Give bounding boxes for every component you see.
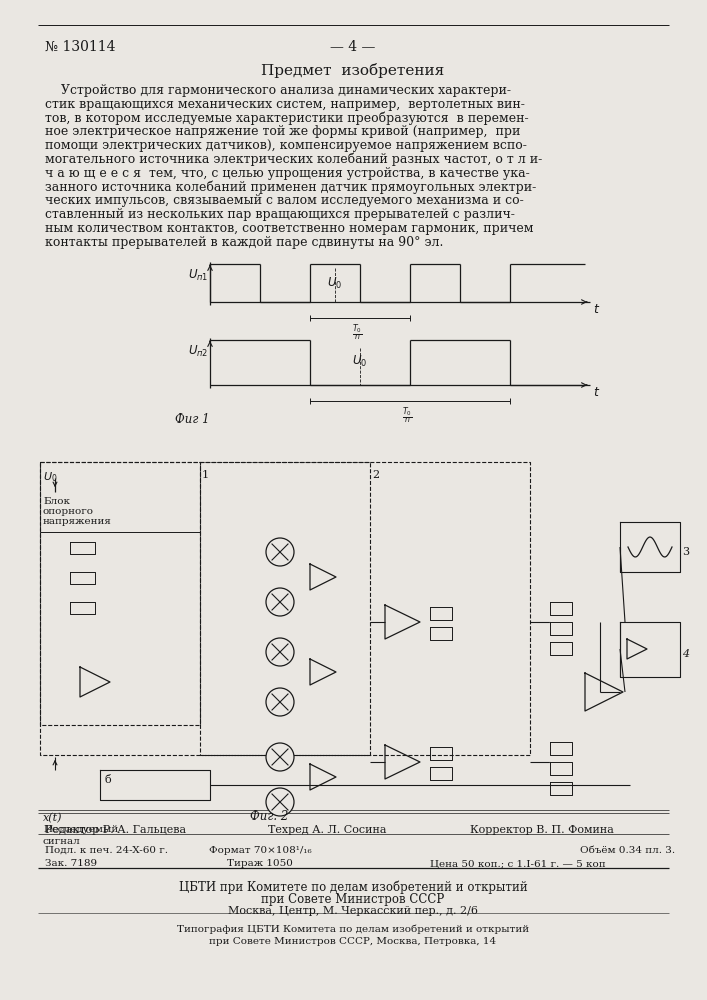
Circle shape bbox=[266, 538, 294, 566]
Text: могательного источника электрических колебаний разных частот, о т л и-: могательного источника электрических кол… bbox=[45, 153, 542, 166]
Text: x(t): x(t) bbox=[43, 813, 62, 823]
Text: Формат 70×108¹/₁₆: Формат 70×108¹/₁₆ bbox=[209, 846, 311, 855]
Text: стик вращающихся механических систем, например,  вертолетных вин-: стик вращающихся механических систем, на… bbox=[45, 98, 525, 111]
Text: ЦБТИ при Комитете по делам изобретений и открытий: ЦБТИ при Комитете по делам изобретений и… bbox=[179, 880, 527, 894]
Text: 2: 2 bbox=[372, 470, 379, 480]
Text: при Совете Министров СССР: при Совете Министров СССР bbox=[262, 893, 445, 906]
Polygon shape bbox=[310, 564, 336, 590]
Text: $t$: $t$ bbox=[593, 303, 600, 316]
Text: $t$: $t$ bbox=[593, 386, 600, 399]
Polygon shape bbox=[430, 627, 452, 640]
Polygon shape bbox=[550, 602, 572, 615]
Text: сигнал: сигнал bbox=[43, 837, 81, 846]
Text: $U_0$: $U_0$ bbox=[327, 276, 342, 291]
Polygon shape bbox=[385, 605, 420, 639]
Polygon shape bbox=[620, 622, 680, 677]
Text: $U_0$: $U_0$ bbox=[43, 470, 57, 484]
Text: 3: 3 bbox=[682, 547, 689, 557]
Text: Предмет  изобретения: Предмет изобретения bbox=[262, 63, 445, 78]
Polygon shape bbox=[550, 782, 572, 795]
Polygon shape bbox=[385, 745, 420, 779]
Text: Исследуемый: Исследуемый bbox=[43, 825, 118, 834]
Text: $U_{п1}$: $U_{п1}$ bbox=[188, 268, 209, 283]
Text: напряжения: напряжения bbox=[43, 517, 112, 526]
Text: $U_0$: $U_0$ bbox=[352, 354, 367, 369]
Text: Фиг 1: Фиг 1 bbox=[175, 413, 209, 426]
Text: № 130114: № 130114 bbox=[45, 40, 115, 54]
Polygon shape bbox=[80, 667, 110, 697]
Text: Тираж 1050: Тираж 1050 bbox=[227, 859, 293, 868]
Polygon shape bbox=[550, 742, 572, 755]
Polygon shape bbox=[310, 659, 336, 685]
Polygon shape bbox=[70, 572, 95, 584]
Polygon shape bbox=[550, 762, 572, 775]
Circle shape bbox=[266, 788, 294, 816]
Polygon shape bbox=[100, 770, 210, 800]
Circle shape bbox=[266, 638, 294, 666]
Polygon shape bbox=[70, 602, 95, 614]
Text: ческих импульсов, связываемый с валом исследуемого механизма и со-: ческих импульсов, связываемый с валом ис… bbox=[45, 194, 524, 207]
Text: Зак. 7189: Зак. 7189 bbox=[45, 859, 97, 868]
Text: ное электрическое напряжение той же формы кривой (например,  при: ное электрическое напряжение той же форм… bbox=[45, 125, 520, 138]
Text: — 4 —: — 4 — bbox=[330, 40, 375, 54]
Text: Подл. к печ. 24-X-60 г.: Подл. к печ. 24-X-60 г. bbox=[45, 846, 168, 855]
Text: контакты прерывателей в каждой паре сдвинуты на 90° эл.: контакты прерывателей в каждой паре сдви… bbox=[45, 236, 443, 249]
Polygon shape bbox=[70, 542, 95, 554]
Polygon shape bbox=[627, 639, 647, 659]
Text: ч а ю щ е е с я  тем, что, с целью упрощения устройства, в качестве ука-: ч а ю щ е е с я тем, что, с целью упроще… bbox=[45, 167, 530, 180]
Text: ным количеством контактов, соответственно номерам гармоник, причем: ным количеством контактов, соответственн… bbox=[45, 222, 534, 235]
Polygon shape bbox=[550, 622, 572, 635]
Circle shape bbox=[266, 588, 294, 616]
Text: занного источника колебаний применен датчик прямоугольных электри-: занного источника колебаний применен дат… bbox=[45, 181, 536, 194]
Text: 4: 4 bbox=[682, 649, 689, 659]
Text: б: б bbox=[105, 775, 112, 785]
Text: $U_{п2}$: $U_{п2}$ bbox=[188, 344, 209, 359]
Circle shape bbox=[266, 743, 294, 771]
Text: Устройство для гармонического анализа динамических характери-: Устройство для гармонического анализа ди… bbox=[45, 84, 511, 97]
Text: Блок: Блок bbox=[43, 497, 70, 506]
Text: Объём 0.34 пл. 3.: Объём 0.34 пл. 3. bbox=[580, 846, 675, 855]
Text: $\frac{T_0}{n}$: $\frac{T_0}{n}$ bbox=[402, 406, 412, 427]
Polygon shape bbox=[550, 642, 572, 655]
Text: Корректор В. П. Фомина: Корректор В. П. Фомина bbox=[470, 825, 614, 835]
Polygon shape bbox=[430, 747, 452, 760]
Text: опорного: опорного bbox=[43, 507, 94, 516]
Text: Фиг. 2: Фиг. 2 bbox=[250, 810, 288, 823]
Text: ставленный из нескольких пар вращающихся прерывателей с различ-: ставленный из нескольких пар вращающихся… bbox=[45, 208, 515, 221]
Text: Москва, Центр, М. Черкасский пер., д. 2/6: Москва, Центр, М. Черкасский пер., д. 2/… bbox=[228, 906, 478, 916]
Text: $\frac{T_0}{n}$: $\frac{T_0}{n}$ bbox=[352, 323, 363, 344]
Text: тов, в котором исследуемые характеристики преобразуются  в перемен-: тов, в котором исследуемые характеристик… bbox=[45, 112, 529, 125]
Polygon shape bbox=[585, 673, 623, 711]
Text: Редактор Р. А. Гальцева: Редактор Р. А. Гальцева bbox=[45, 825, 186, 835]
Polygon shape bbox=[310, 764, 336, 790]
Text: Техред А. Л. Сосина: Техред А. Л. Сосина bbox=[268, 825, 387, 835]
Polygon shape bbox=[430, 607, 452, 620]
Text: 1: 1 bbox=[202, 470, 209, 480]
Text: при Совете Министров СССР, Москва, Петровка, 14: при Совете Министров СССР, Москва, Петро… bbox=[209, 937, 496, 946]
Polygon shape bbox=[620, 522, 680, 572]
Text: помощи электрических датчиков), компенсируемое напряжением вспо-: помощи электрических датчиков), компенси… bbox=[45, 139, 527, 152]
Polygon shape bbox=[430, 767, 452, 780]
Text: Типография ЦБТИ Комитета по делам изобретений и открытий: Типография ЦБТИ Комитета по делам изобре… bbox=[177, 925, 529, 934]
Circle shape bbox=[266, 688, 294, 716]
Text: Цена 50 коп.; с 1.I-61 г. — 5 коп: Цена 50 коп.; с 1.I-61 г. — 5 коп bbox=[430, 859, 606, 868]
